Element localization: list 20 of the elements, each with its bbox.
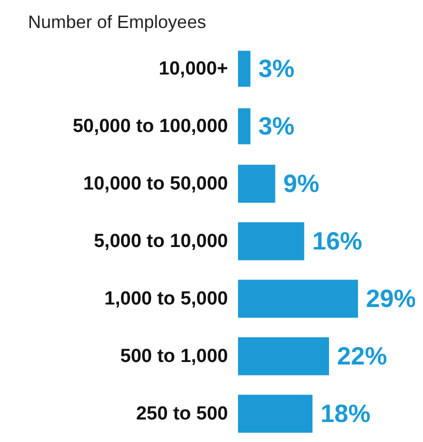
y-tick-label: 1,000 to 5,000: [104, 288, 228, 310]
data-label: 18%: [320, 400, 371, 428]
bar: [238, 164, 276, 203]
data-label: 9%: [283, 170, 320, 198]
y-tick-label: 10,000+: [158, 58, 228, 80]
y-tick-label: 10,000 to 50,000: [83, 173, 228, 194]
y-tick-label: 50,000 to 100,000: [72, 116, 228, 137]
data-label: 3%: [258, 54, 295, 83]
chart-title: Number of Employees: [28, 12, 206, 32]
data-label: 22%: [337, 342, 388, 370]
data-label: 16%: [312, 227, 362, 256]
bar: [238, 222, 304, 260]
bar: [238, 394, 312, 433]
y-tick-label: 5,000 to 10,000: [94, 230, 228, 252]
y-tick-label: 250 to 500: [136, 403, 228, 424]
y-tick-label: 500 to 1,000: [120, 346, 228, 367]
data-label: 29%: [366, 284, 416, 313]
bar: [238, 280, 358, 318]
data-label: 3%: [258, 112, 295, 140]
bar: [238, 337, 330, 376]
